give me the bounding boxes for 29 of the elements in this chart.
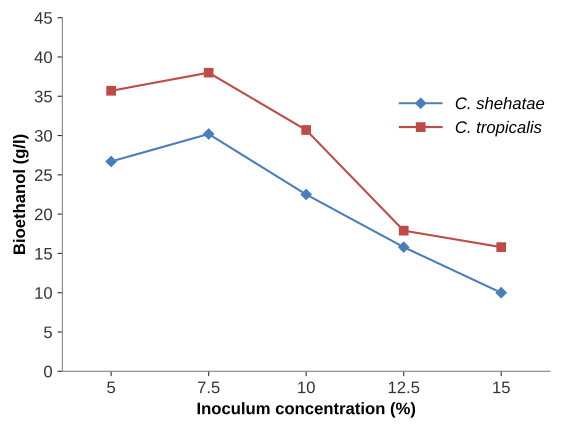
point bbox=[301, 125, 312, 135]
y-axis-title: Bioethanol (g/l) bbox=[12, 134, 29, 254]
point bbox=[300, 188, 312, 200]
x-tick-label: 15 bbox=[493, 382, 510, 394]
x-tick-label: 7.5 bbox=[198, 382, 220, 394]
point bbox=[204, 68, 214, 78]
y-tick-label: 10 bbox=[35, 287, 52, 299]
point bbox=[106, 86, 116, 96]
point bbox=[398, 242, 410, 253]
y-tick-label: 40 bbox=[34, 51, 52, 64]
x-axis-title: Inoculum concentration (%) bbox=[198, 402, 416, 418]
y-tick-label: 30 bbox=[34, 130, 52, 142]
x-tick-label: 10 bbox=[298, 381, 315, 394]
legend-label: C. shehatae bbox=[456, 96, 544, 110]
y-tick-label: 25 bbox=[34, 169, 52, 182]
y-tick-label: 35 bbox=[34, 90, 52, 102]
y-tick-label: 20 bbox=[34, 208, 52, 220]
point bbox=[106, 156, 117, 168]
x-tick-label: 12.5 bbox=[388, 381, 420, 394]
point bbox=[496, 242, 506, 252]
point bbox=[496, 287, 507, 298]
y-tick-label: 0 bbox=[44, 366, 52, 378]
point bbox=[203, 128, 214, 140]
y-tick-label: 5 bbox=[44, 326, 52, 338]
x-tick-label: 5 bbox=[107, 382, 116, 394]
y-tick-label: 45 bbox=[34, 12, 52, 24]
point bbox=[398, 226, 409, 236]
y-tick-label: 15 bbox=[35, 248, 52, 260]
legend-label: C. tropicalis bbox=[456, 120, 542, 136]
